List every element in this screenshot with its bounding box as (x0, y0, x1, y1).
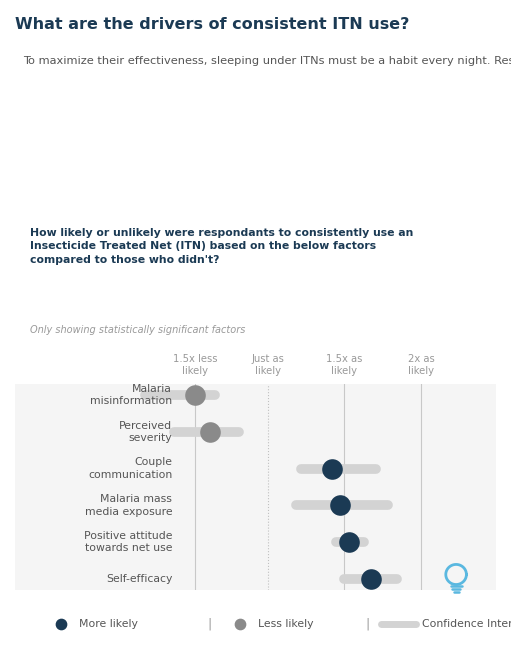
Text: Less likely: Less likely (258, 619, 314, 629)
Point (335, 500, 343, 511)
Text: 2x as
likely: 2x as likely (408, 354, 434, 376)
Text: Self-efficacy: Self-efficacy (106, 574, 172, 584)
Point (236, 619, 244, 629)
Point (206, 426, 214, 437)
Point (328, 464, 336, 474)
Text: 1.5x as
likely: 1.5x as likely (326, 354, 362, 376)
Text: |: | (207, 617, 212, 630)
Text: Confidence Interval: Confidence Interval (422, 619, 511, 629)
Text: Only showing statistically significant factors: Only showing statistically significant f… (30, 325, 245, 335)
Text: How likely or unlikely were respondants to consistently use an
Insecticide Treat: How likely or unlikely were respondants … (30, 228, 413, 265)
Point (367, 574, 375, 584)
Text: Malaria mass
media exposure: Malaria mass media exposure (84, 494, 172, 516)
Point (57, 619, 65, 629)
Text: 1.5x less
likely: 1.5x less likely (173, 354, 218, 376)
Text: What are the drivers of consistent ITN use?: What are the drivers of consistent ITN u… (15, 17, 410, 33)
Text: Just as
likely: Just as likely (251, 354, 284, 376)
Text: Perceived
severity: Perceived severity (119, 421, 172, 443)
Text: Positive attitude
towards net use: Positive attitude towards net use (84, 531, 172, 554)
Text: |: | (366, 617, 370, 630)
Text: Couple
communication: Couple communication (88, 458, 172, 480)
Text: Malaria
misinformation: Malaria misinformation (90, 384, 172, 406)
Point (191, 390, 199, 400)
Point (345, 537, 353, 548)
Text: To maximize their effectiveness, sleeping under ITNs must be a habit every night: To maximize their effectiveness, sleepin… (23, 55, 511, 66)
Text: More likely: More likely (79, 619, 138, 629)
